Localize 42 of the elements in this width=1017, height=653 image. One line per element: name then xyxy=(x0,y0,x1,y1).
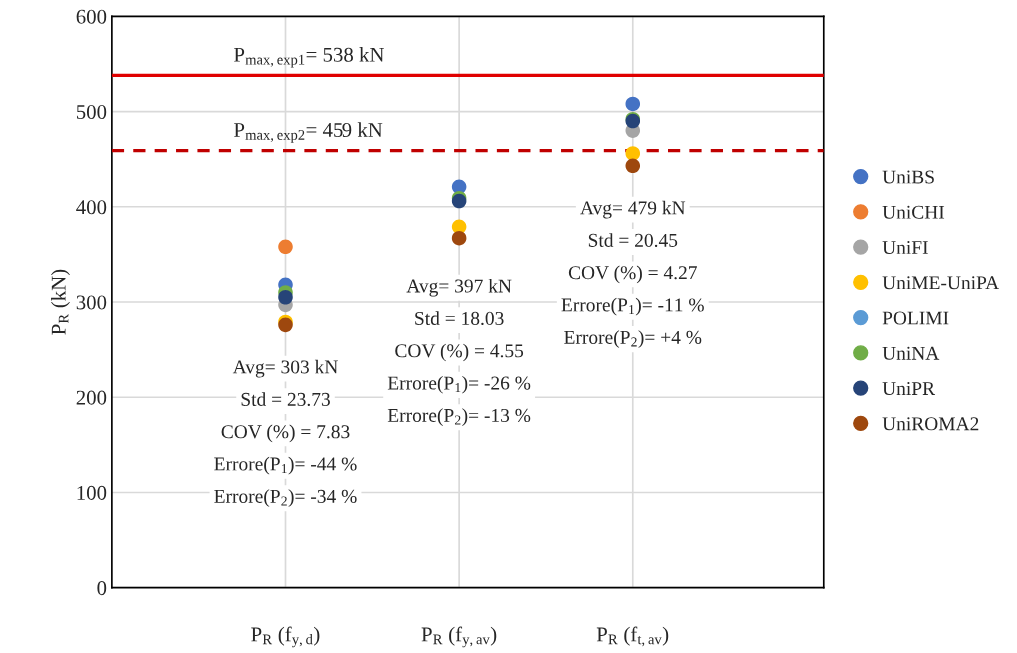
annotation: COV (%) = 4.55 xyxy=(395,343,524,362)
annotation: Avg= 303 kN xyxy=(232,359,338,378)
annotation: Errore(P$_{2}$)= -34 % xyxy=(214,489,357,507)
annotation: COV (%) = 4.27 xyxy=(568,265,697,284)
point xyxy=(451,230,467,246)
legend-label: UniROMA2 xyxy=(882,417,979,431)
annotation: COV (%) = 7.83 xyxy=(221,424,350,443)
y-tick-label: 300 xyxy=(76,295,107,310)
annotation: Avg= 479 kN xyxy=(580,200,686,219)
y-axis-title: P$_{R}$ (kN) xyxy=(51,269,70,335)
annotation: Errore(P$_{2}$)= -13 % xyxy=(387,408,531,426)
point xyxy=(625,158,641,174)
point xyxy=(278,239,293,255)
annotation: Std = 18.03 xyxy=(415,311,504,326)
legend-label: UniPR xyxy=(882,382,936,396)
legend-label: UniCHI xyxy=(882,205,945,219)
annotation: Std = 20.45 xyxy=(588,233,678,247)
y-tick-label: 200 xyxy=(76,390,107,405)
y-tick-label: 0 xyxy=(97,581,107,596)
legend-label: UniME-UniPA xyxy=(882,276,1000,290)
y-tick-label: 500 xyxy=(76,104,107,119)
y-tick-label: 400 xyxy=(76,200,107,215)
annotation: Std = 23.73 xyxy=(241,392,330,406)
y-tick-label: 600 xyxy=(76,9,107,24)
x-tick-label: P$_{R}$ (f$_{y,av}$) xyxy=(421,626,497,648)
point xyxy=(625,146,641,161)
point xyxy=(625,96,641,112)
annotation: Errore(P$_{1}$)= -26 % xyxy=(387,375,531,394)
ref-line-label: P$_{max,exp2}$= 459 kN xyxy=(234,122,383,143)
legend-label: UniFI xyxy=(882,240,928,255)
legend-label: UniNA xyxy=(882,346,940,360)
legend-label: UniBS xyxy=(882,170,934,184)
y-tick-label: 100 xyxy=(77,485,107,500)
ref-line-label: P$_{max,exp1}$= 538 kN xyxy=(234,47,384,68)
annotation: Errore(P$_{1}$)= -44 % xyxy=(214,456,357,475)
legend-label: POLIMI xyxy=(882,311,949,325)
x-tick-label: P$_{R}$ (f$_{y,d}$) xyxy=(251,626,320,648)
annotation: Errore(P$_{1}$)= -11 % xyxy=(561,297,704,316)
point xyxy=(278,289,293,305)
annotation: Avg= 397 kN xyxy=(406,278,512,297)
x-tick-label: P$_{R}$ (f$_{t,av}$) xyxy=(596,626,669,647)
annotation: Errore(P$_{2}$)= +4 % xyxy=(564,330,702,348)
